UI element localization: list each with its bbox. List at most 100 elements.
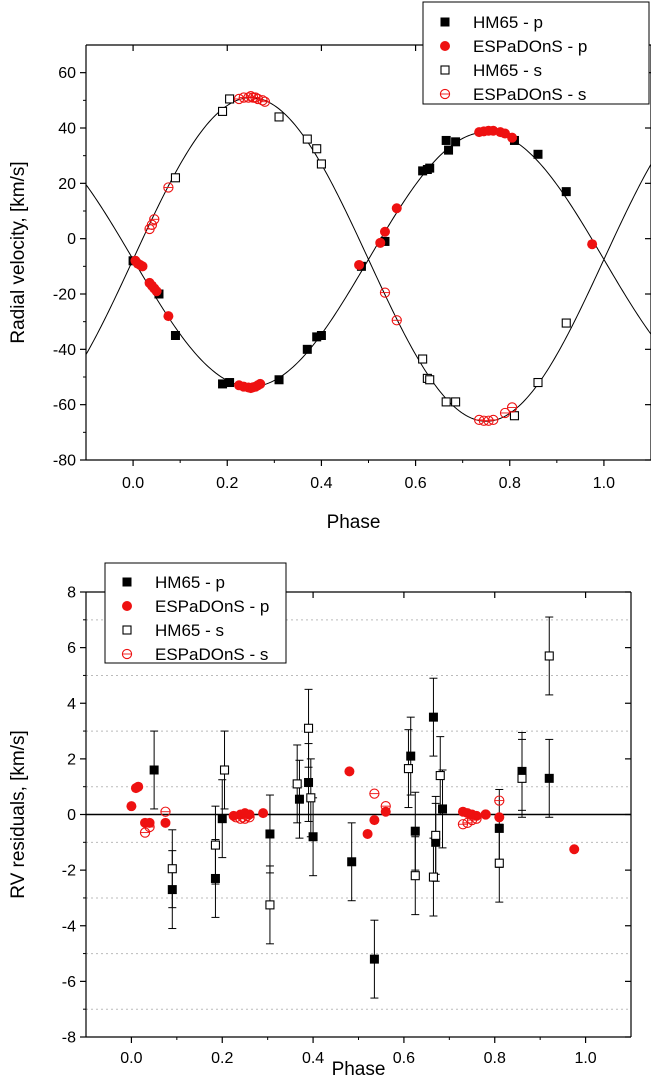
data-point bbox=[133, 781, 144, 792]
y-axis-label: Radial velocity, [km/s] bbox=[8, 161, 29, 343]
x-axis-label: Phase bbox=[327, 512, 381, 533]
data-point bbox=[294, 794, 304, 804]
legend-entry: ESPaDOnS - p bbox=[473, 37, 587, 56]
data-point bbox=[242, 810, 253, 822]
legend-box bbox=[104, 562, 287, 664]
data-point bbox=[170, 173, 181, 183]
series-hm65-p bbox=[128, 135, 571, 389]
data-point bbox=[218, 379, 228, 389]
data-point bbox=[146, 219, 158, 230]
data-point bbox=[274, 375, 284, 385]
legend-entry: ESPaDOnS - s bbox=[155, 645, 268, 664]
data-point bbox=[380, 801, 391, 812]
data-point bbox=[258, 808, 269, 819]
y-tick-label: 20 bbox=[58, 176, 76, 193]
data-point bbox=[441, 135, 451, 145]
data-point bbox=[435, 771, 445, 781]
y-tick-label: 0 bbox=[67, 231, 76, 248]
data-point bbox=[438, 804, 448, 814]
series-hm65-p bbox=[149, 712, 554, 964]
x-tick-label: 0.0 bbox=[120, 1050, 142, 1067]
data-point bbox=[225, 378, 235, 388]
data-point bbox=[149, 214, 160, 225]
data-point bbox=[379, 226, 390, 237]
data-point bbox=[509, 411, 520, 421]
data-point bbox=[410, 871, 420, 881]
series-espadons-s bbox=[139, 788, 505, 838]
data-point bbox=[217, 106, 228, 116]
legend: HM65 - p ESPaDOnS - p HM65 - s ESPaDOnS - s bbox=[422, 1, 650, 105]
data-point bbox=[428, 872, 438, 882]
data-point bbox=[304, 778, 314, 788]
legend-entry: HM65 - p bbox=[473, 13, 543, 32]
legend-marker bbox=[440, 17, 450, 27]
y-tick-label: -6 bbox=[62, 974, 76, 991]
data-point bbox=[292, 779, 302, 789]
data-point bbox=[259, 96, 271, 107]
data-point bbox=[587, 239, 598, 250]
data-point bbox=[126, 801, 137, 812]
data-point bbox=[210, 873, 220, 883]
data-point bbox=[533, 377, 543, 388]
secondary-orbit-curve bbox=[86, 97, 651, 422]
data-point bbox=[533, 149, 543, 159]
y-tick-label: -40 bbox=[53, 342, 76, 359]
data-point bbox=[494, 812, 505, 823]
data-point bbox=[428, 712, 438, 722]
data-point bbox=[362, 828, 373, 839]
data-point bbox=[425, 163, 435, 173]
data-point bbox=[499, 407, 511, 419]
legend-entry: ESPaDOnS - p bbox=[155, 597, 269, 616]
data-point bbox=[344, 766, 355, 777]
data-point bbox=[507, 132, 518, 143]
legend-box bbox=[422, 1, 650, 105]
y-tick-label: 6 bbox=[67, 640, 76, 657]
y-tick-label: -60 bbox=[53, 397, 76, 414]
legend-marker bbox=[122, 625, 132, 635]
x-tick-label: 0.8 bbox=[499, 475, 521, 492]
legend-entry: HM65 - s bbox=[155, 621, 224, 640]
x-tick-label: 0.8 bbox=[484, 1050, 506, 1067]
y-tick-label: -80 bbox=[53, 453, 76, 470]
data-point bbox=[302, 134, 312, 144]
data-point bbox=[308, 832, 318, 842]
series-espadons-s bbox=[144, 91, 518, 426]
y-tick-label: -20 bbox=[53, 287, 76, 304]
data-point bbox=[244, 812, 255, 823]
data-point bbox=[561, 187, 571, 197]
data-point bbox=[444, 145, 454, 155]
x-tick-label: 0.2 bbox=[211, 1050, 233, 1067]
data-point bbox=[369, 788, 380, 799]
data-point bbox=[274, 112, 284, 122]
radial-velocity-panel: 0.0 0.2 0.4 0.6 0.8 1.0 -80 -60 -40 -20 0 20 40 60 Pha… bbox=[8, 1, 651, 533]
data-point bbox=[369, 815, 380, 826]
data-point bbox=[375, 237, 386, 248]
series-hm65-s bbox=[167, 651, 554, 910]
data-point bbox=[544, 773, 554, 783]
legend-marker bbox=[439, 88, 451, 100]
data-point bbox=[137, 261, 148, 272]
data-point bbox=[167, 885, 177, 895]
legend-marker bbox=[440, 41, 450, 51]
data-layer bbox=[126, 616, 580, 999]
data-point bbox=[303, 723, 314, 733]
data-point bbox=[163, 311, 174, 322]
data-point bbox=[488, 414, 499, 426]
data-point bbox=[160, 817, 171, 828]
legend-entry: HM65 - p bbox=[155, 573, 225, 592]
data-point bbox=[403, 764, 414, 774]
data-point bbox=[451, 397, 461, 407]
legend-entry: ESPaDOnS - s bbox=[473, 85, 586, 104]
data-point bbox=[316, 331, 326, 340]
legend-marker bbox=[122, 601, 132, 611]
data-point bbox=[255, 378, 266, 389]
series-espadons-p bbox=[130, 125, 598, 394]
y-tick-label: -8 bbox=[62, 1030, 76, 1047]
data-point bbox=[163, 182, 174, 193]
data-point bbox=[151, 286, 162, 297]
x-tick-label: 0.2 bbox=[216, 475, 238, 492]
series-espadons-p bbox=[126, 766, 580, 855]
x-tick-label: 0.4 bbox=[310, 475, 332, 492]
data-point bbox=[431, 837, 441, 847]
